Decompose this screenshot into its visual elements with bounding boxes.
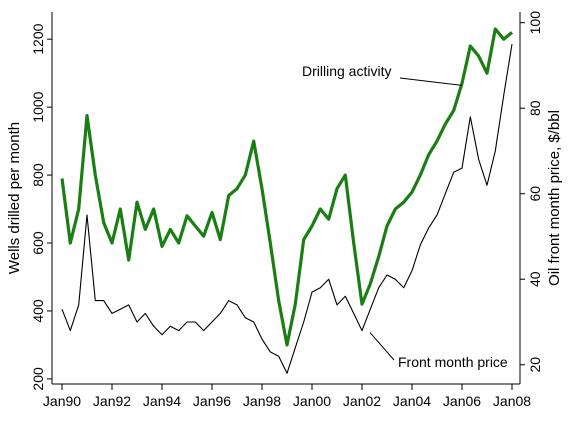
right-y-axis: 20 40 60 80 100 Oil front month price, $/bbl	[520, 11, 563, 373]
x-tick-label: Jan02	[343, 393, 381, 409]
x-tick-label: Jan92	[93, 393, 131, 409]
drilling-series-line	[60, 27, 514, 347]
series-layer	[60, 27, 514, 374]
left-y-tick-label: 600	[30, 231, 46, 255]
x-tick-label: Jan08	[493, 393, 531, 409]
drilling-activity-label: Drilling activity	[302, 63, 391, 79]
front-month-price-label: Front month price	[398, 354, 508, 370]
price-leader-line	[369, 332, 395, 361]
x-tick-label: Jan94	[143, 393, 181, 409]
x-tick-label: Jan96	[193, 393, 231, 409]
left-y-tick-label: 200	[30, 367, 46, 391]
annotation-layer: Drilling activity Front month price	[302, 63, 508, 370]
x-tick-label: Jan90	[43, 393, 81, 409]
drilling-leader-line	[399, 77, 463, 86]
right-y-tick-label: 40	[527, 271, 543, 287]
left-y-axis-title: Wells drilled per month	[6, 122, 23, 274]
x-axis: Jan90 Jan92 Jan94 Jan96 Jan98 Jan00 Jan02 Jan04…	[43, 384, 531, 409]
right-y-axis-title: Oil front month price, $/bbl	[546, 110, 563, 286]
left-y-tick-label: 1000	[30, 91, 46, 122]
x-tick-label: Jan00	[293, 393, 331, 409]
right-y-tick-label: 60	[527, 186, 543, 202]
left-y-tick-label: 1200	[30, 23, 46, 54]
right-y-tick-label: 20	[527, 357, 543, 373]
left-y-axis: 200 400 600 800 1000 1200 Wells drilled per mo…	[6, 23, 52, 391]
right-y-tick-label: 100	[527, 11, 543, 35]
x-tick-label: Jan04	[393, 393, 431, 409]
x-tick-label: Jan98	[243, 393, 281, 409]
left-y-tick-label: 400	[30, 299, 46, 323]
price-series-line	[61, 44, 513, 374]
x-tick-label: Jan06	[443, 393, 481, 409]
right-y-tick-label: 80	[527, 100, 543, 116]
plot-area	[51, 12, 521, 385]
left-y-tick-label: 800	[30, 163, 46, 187]
